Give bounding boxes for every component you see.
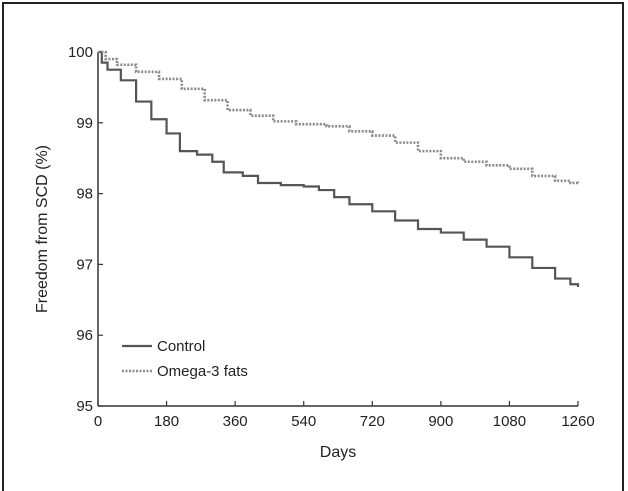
y-tick-label: 96	[76, 327, 93, 344]
chart-legend: Control Omega-3 fats	[122, 338, 248, 380]
x-tick-label: 900	[428, 413, 453, 430]
y-tick-label: 97	[76, 256, 93, 273]
y-tick-label: 100	[68, 44, 93, 61]
chart-axes: 0 180 360 540 720 900 1080 1260 95 96 97 98 99 100	[68, 44, 595, 430]
x-tick-label: 180	[154, 413, 179, 430]
series-line-control	[98, 50, 580, 288]
x-tick-label: 540	[291, 413, 316, 430]
y-tick-label: 98	[76, 186, 93, 203]
series-layer	[98, 50, 580, 288]
series-line-omega-3	[98, 50, 580, 185]
x-tick-label: 1260	[561, 413, 594, 430]
y-axis-label: Freedom from SCD (%)	[34, 145, 51, 313]
y-tick-label: 95	[76, 398, 93, 415]
x-tick-label: 1080	[493, 413, 526, 430]
x-tick-label: 720	[360, 413, 385, 430]
x-tick-label: 0	[94, 413, 102, 430]
legend-label: Omega-3 fats	[157, 363, 248, 380]
legend-label: Control	[157, 338, 205, 355]
x-axis-label: Days	[320, 444, 356, 461]
y-tick-label: 99	[76, 115, 93, 132]
x-tick-label: 360	[223, 413, 248, 430]
